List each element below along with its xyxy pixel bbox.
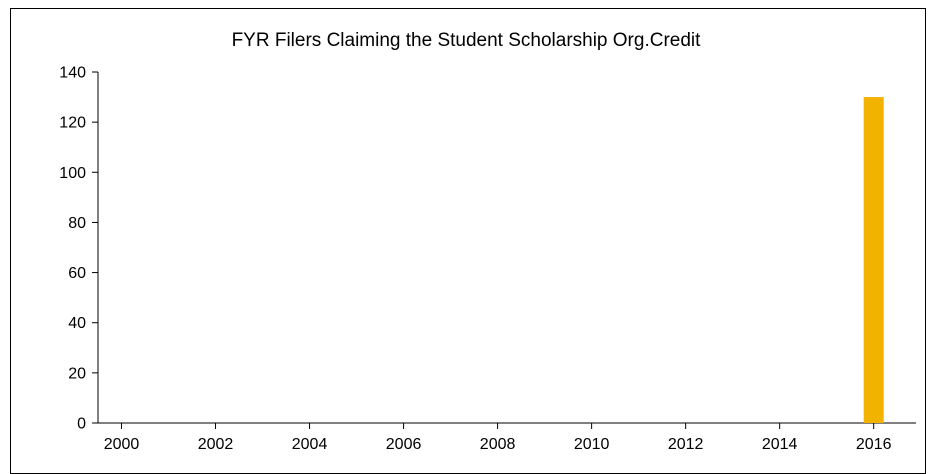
y-tick-label: 60 [68, 265, 86, 282]
y-tick-label: 0 [77, 416, 86, 433]
x-axis: 2000 2002 2004 2006 2008 2010 2012 2014 2016 [98, 422, 916, 453]
x-tick-label: 2010 [574, 436, 610, 453]
x-tick-label: 2012 [668, 436, 704, 453]
y-tick-label: 40 [68, 315, 86, 332]
bar-2016 [863, 97, 884, 424]
x-tick-label: 2006 [386, 436, 422, 453]
x-tick-label: 2004 [292, 436, 328, 453]
x-tick-label: 2016 [856, 436, 892, 453]
y-tick-label: 100 [59, 165, 86, 182]
x-tick-label: 2002 [198, 436, 234, 453]
y-tick-label: 140 [59, 65, 86, 82]
chart-title: FYR Filers Claiming the Student Scholars… [231, 30, 701, 51]
x-tick-label: 2014 [762, 436, 798, 453]
y-tick-label: 120 [59, 115, 86, 132]
y-axis: 0 20 40 60 80 100 120 140 [59, 65, 99, 433]
chart-frame [10, 8, 926, 474]
x-tick-label: 2000 [104, 436, 140, 453]
bars [863, 97, 884, 424]
y-tick-label: 20 [68, 365, 86, 382]
y-tick-label: 80 [68, 215, 86, 232]
x-tick-label: 2008 [480, 436, 516, 453]
